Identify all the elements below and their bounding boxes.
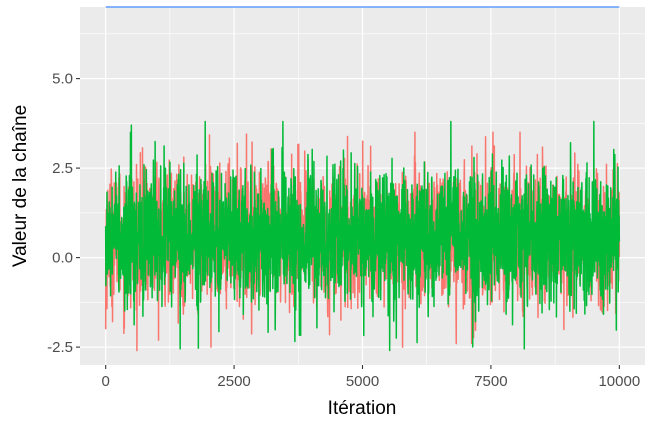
series-layer <box>104 6 621 352</box>
x-tick-label: 10000 <box>598 373 640 390</box>
x-axis-title: Itération <box>328 398 397 419</box>
y-axis: -2.5 0.0 2.5 5.0 <box>47 71 80 356</box>
series-line-2 <box>104 120 621 352</box>
y-tick-label: 2.5 <box>52 160 73 177</box>
x-axis: 0 2500 5000 7500 10000 <box>102 365 640 390</box>
y-tick-label: 0.0 <box>52 250 73 267</box>
x-tick-label: 5000 <box>346 373 379 390</box>
x-tick-label: 7500 <box>474 373 507 390</box>
y-axis-title: Valeur de la chaîne <box>10 105 31 267</box>
x-tick-label: 2500 <box>217 373 250 390</box>
y-tick-label: 5.0 <box>52 71 73 88</box>
y-tick-label: -2.5 <box>47 339 73 356</box>
x-tick-label: 0 <box>102 373 110 390</box>
